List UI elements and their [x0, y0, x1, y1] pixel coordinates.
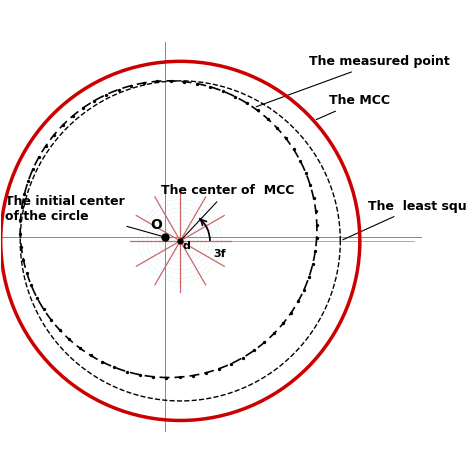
Text: The MCC: The MCC: [316, 94, 390, 119]
Text: The  least squ: The least squ: [343, 200, 466, 240]
Text: The center of  MCC: The center of MCC: [161, 184, 294, 239]
Text: O: O: [151, 218, 163, 232]
Text: The initial center
of the circle: The initial center of the circle: [5, 195, 162, 236]
Text: The measured point: The measured point: [256, 55, 450, 107]
Text: d: d: [182, 241, 191, 251]
Text: 3f: 3f: [213, 248, 226, 258]
